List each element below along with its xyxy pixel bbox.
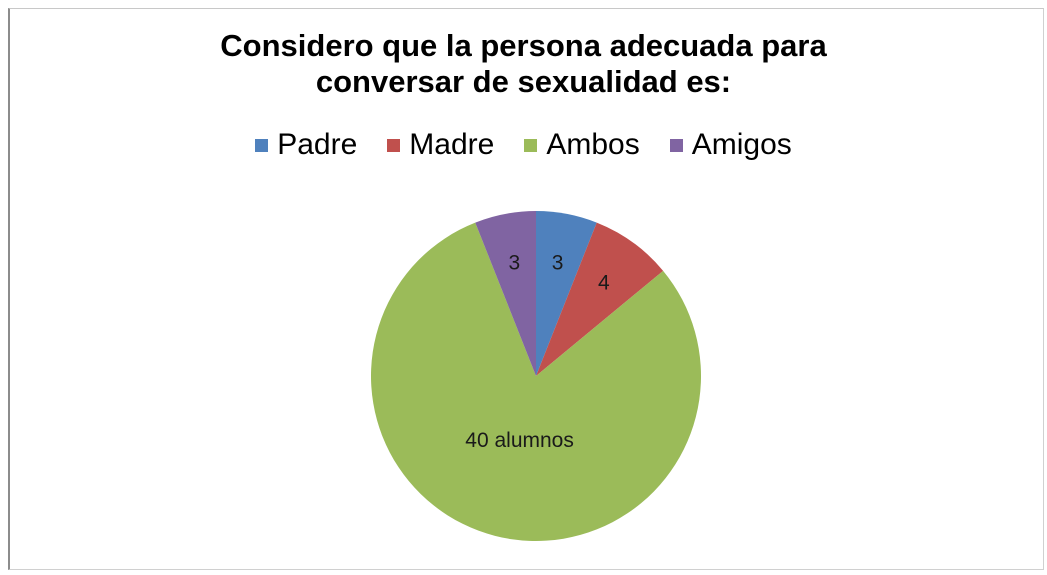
legend-swatch-padre: [255, 138, 269, 152]
legend-item-padre: Padre: [255, 128, 357, 162]
pie-slice-amigos: [475, 211, 536, 376]
data-label-ambos: 40 alumnos: [465, 429, 574, 452]
chart-title: Considero que la persona adecuada para c…: [0, 28, 1047, 100]
chart-title-line-1: Considero que la persona adecuada para: [220, 28, 827, 63]
legend-item-ambos: Ambos: [524, 128, 640, 162]
legend-swatch-amigos: [669, 138, 683, 152]
data-label-madre: 4: [598, 272, 610, 295]
chart-title-line-2: conversar de sexualidad es:: [315, 64, 732, 99]
pie-slice-ambos: [371, 222, 702, 541]
legend-swatch-madre: [387, 138, 401, 152]
legend-swatch-ambos: [524, 138, 538, 152]
legend-label-padre: Padre: [277, 128, 358, 161]
data-label-amigos: 3: [509, 252, 521, 275]
legend-label-madre: Madre: [409, 128, 495, 161]
legend-item-madre: Madre: [387, 128, 494, 162]
pie-slice-padre: [536, 211, 597, 376]
data-label-padre: 3: [552, 252, 564, 275]
legend-label-amigos: Amigos: [691, 128, 792, 161]
legend-label-ambos: Ambos: [546, 128, 640, 161]
chart-legend: Padre Madre Ambos Amigos: [0, 128, 1047, 162]
pie-slice-madre: [536, 222, 664, 376]
legend-item-amigos: Amigos: [669, 128, 792, 162]
